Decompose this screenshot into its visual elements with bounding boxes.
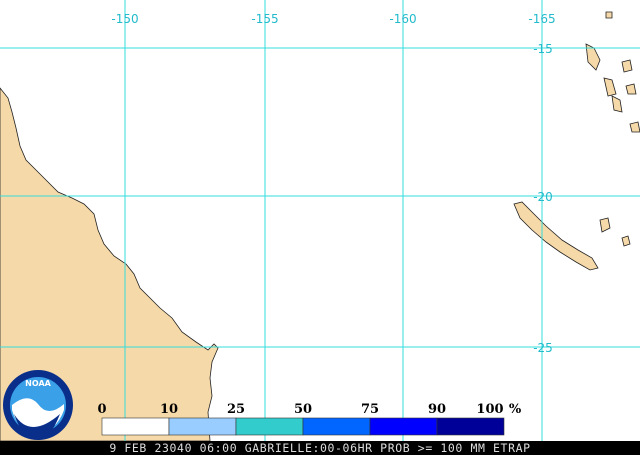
legend-swatch: [235, 417, 304, 436]
island: [513, 201, 599, 271]
legend-label: 90: [428, 402, 446, 417]
legend-swatch: [369, 417, 438, 436]
island: [603, 77, 617, 97]
island: [629, 121, 640, 133]
legend-label: 100: [476, 402, 503, 417]
island: [621, 59, 633, 73]
latitude-label: -15: [533, 42, 553, 56]
footer-text: 9 FEB 23040 06:00 GABRIELLE:00-06HR PROB…: [109, 441, 530, 455]
legend-label: 0: [97, 402, 106, 417]
land: [0, 87, 219, 442]
legend-label: 10: [160, 402, 178, 417]
island: [599, 217, 611, 233]
longitude-label: -155: [251, 12, 278, 26]
logo-text: NOAA: [25, 379, 51, 388]
longitude-label: -160: [389, 12, 416, 26]
longitude-label: -150: [111, 12, 138, 26]
legend-label: 25: [227, 402, 245, 417]
legend-unit: %: [509, 402, 522, 417]
island: [605, 11, 613, 19]
island: [625, 83, 637, 95]
island: [611, 95, 623, 113]
legend-label: 75: [361, 402, 379, 417]
footer-bar: [0, 441, 640, 455]
legend-swatch: [101, 417, 170, 436]
island: [585, 43, 601, 71]
legend-swatch: [168, 417, 237, 436]
latitude-label: -25: [533, 341, 553, 355]
legend: 0 10 25 50 75 90 100%: [97, 402, 522, 436]
logo-wave: [14, 414, 60, 440]
island: [621, 235, 631, 247]
logo: NOAA: [3, 370, 73, 440]
legend-swatch: [302, 417, 371, 436]
latitude-label: -20: [533, 190, 553, 204]
legend-swatch: [436, 417, 505, 436]
legend-label: 50: [294, 402, 312, 417]
longitude-label: -165: [528, 12, 555, 26]
